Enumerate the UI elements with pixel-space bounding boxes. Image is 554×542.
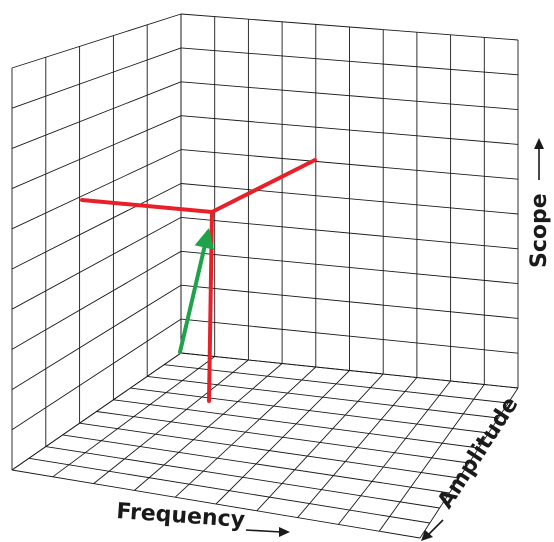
back-wall-grid-line <box>180 216 519 250</box>
left-wall-grid-line <box>11 149 182 230</box>
left-wall-grid <box>11 13 182 471</box>
amplitude-arrow-line <box>427 519 444 536</box>
left-wall-grid-line <box>11 115 182 190</box>
back-wall-grid-line <box>180 81 519 111</box>
floor-grid-line <box>28 457 430 524</box>
floor-grid <box>11 352 519 539</box>
back-wall-grid-line <box>180 318 519 354</box>
left-wall-grid-line <box>11 81 182 149</box>
frequency-axis-label: Frequency <box>116 499 246 533</box>
amplitude-arrow-head <box>421 530 433 541</box>
amplitude-axis-label: Amplitude <box>433 393 523 514</box>
back-wall-grid-line <box>180 284 519 319</box>
left-wall-grid-line <box>11 217 182 310</box>
floor-grid-line <box>180 352 519 389</box>
floor-grid-line <box>62 434 450 494</box>
left-wall-grid-line <box>11 318 182 431</box>
red-vector-left <box>80 198 214 214</box>
back-wall-grid-line <box>180 149 519 180</box>
red-vector-right <box>210 158 317 214</box>
left-wall-grid-line <box>11 183 182 270</box>
floor-grid-line <box>79 422 460 479</box>
left-wall-grid-line <box>11 250 182 350</box>
floor-grid-line <box>113 399 479 449</box>
red-vector-vertical <box>207 210 214 403</box>
floor-grid-line <box>96 411 470 464</box>
left-wall-grid-line <box>11 47 182 109</box>
back-wall-grid-line <box>180 115 519 145</box>
frequency-arrow-head <box>279 527 290 537</box>
floor-grid-line <box>45 446 440 509</box>
floor-grid-line <box>130 387 489 434</box>
scope-axis-label: Scope <box>527 193 552 268</box>
floor-grid-line <box>11 469 421 539</box>
green-vector-arrow <box>178 228 215 354</box>
left-wall-grid-line <box>11 284 182 390</box>
floor-grid-line <box>164 364 509 404</box>
back-wall-grid-line <box>180 183 519 215</box>
floor-grid-line <box>147 375 499 419</box>
frequency-arrow-line <box>245 529 282 533</box>
vector-group <box>80 158 317 403</box>
back-wall-grid-line <box>180 13 519 41</box>
back-wall-grid-line <box>180 47 519 76</box>
scope-arrow-head <box>534 138 544 149</box>
scope-axis-label-group: Scope <box>527 138 552 268</box>
back-wall-grid-line <box>180 250 519 285</box>
left-wall-grid-line <box>11 13 182 69</box>
frequency-axis-label-group: Frequency <box>116 499 290 537</box>
